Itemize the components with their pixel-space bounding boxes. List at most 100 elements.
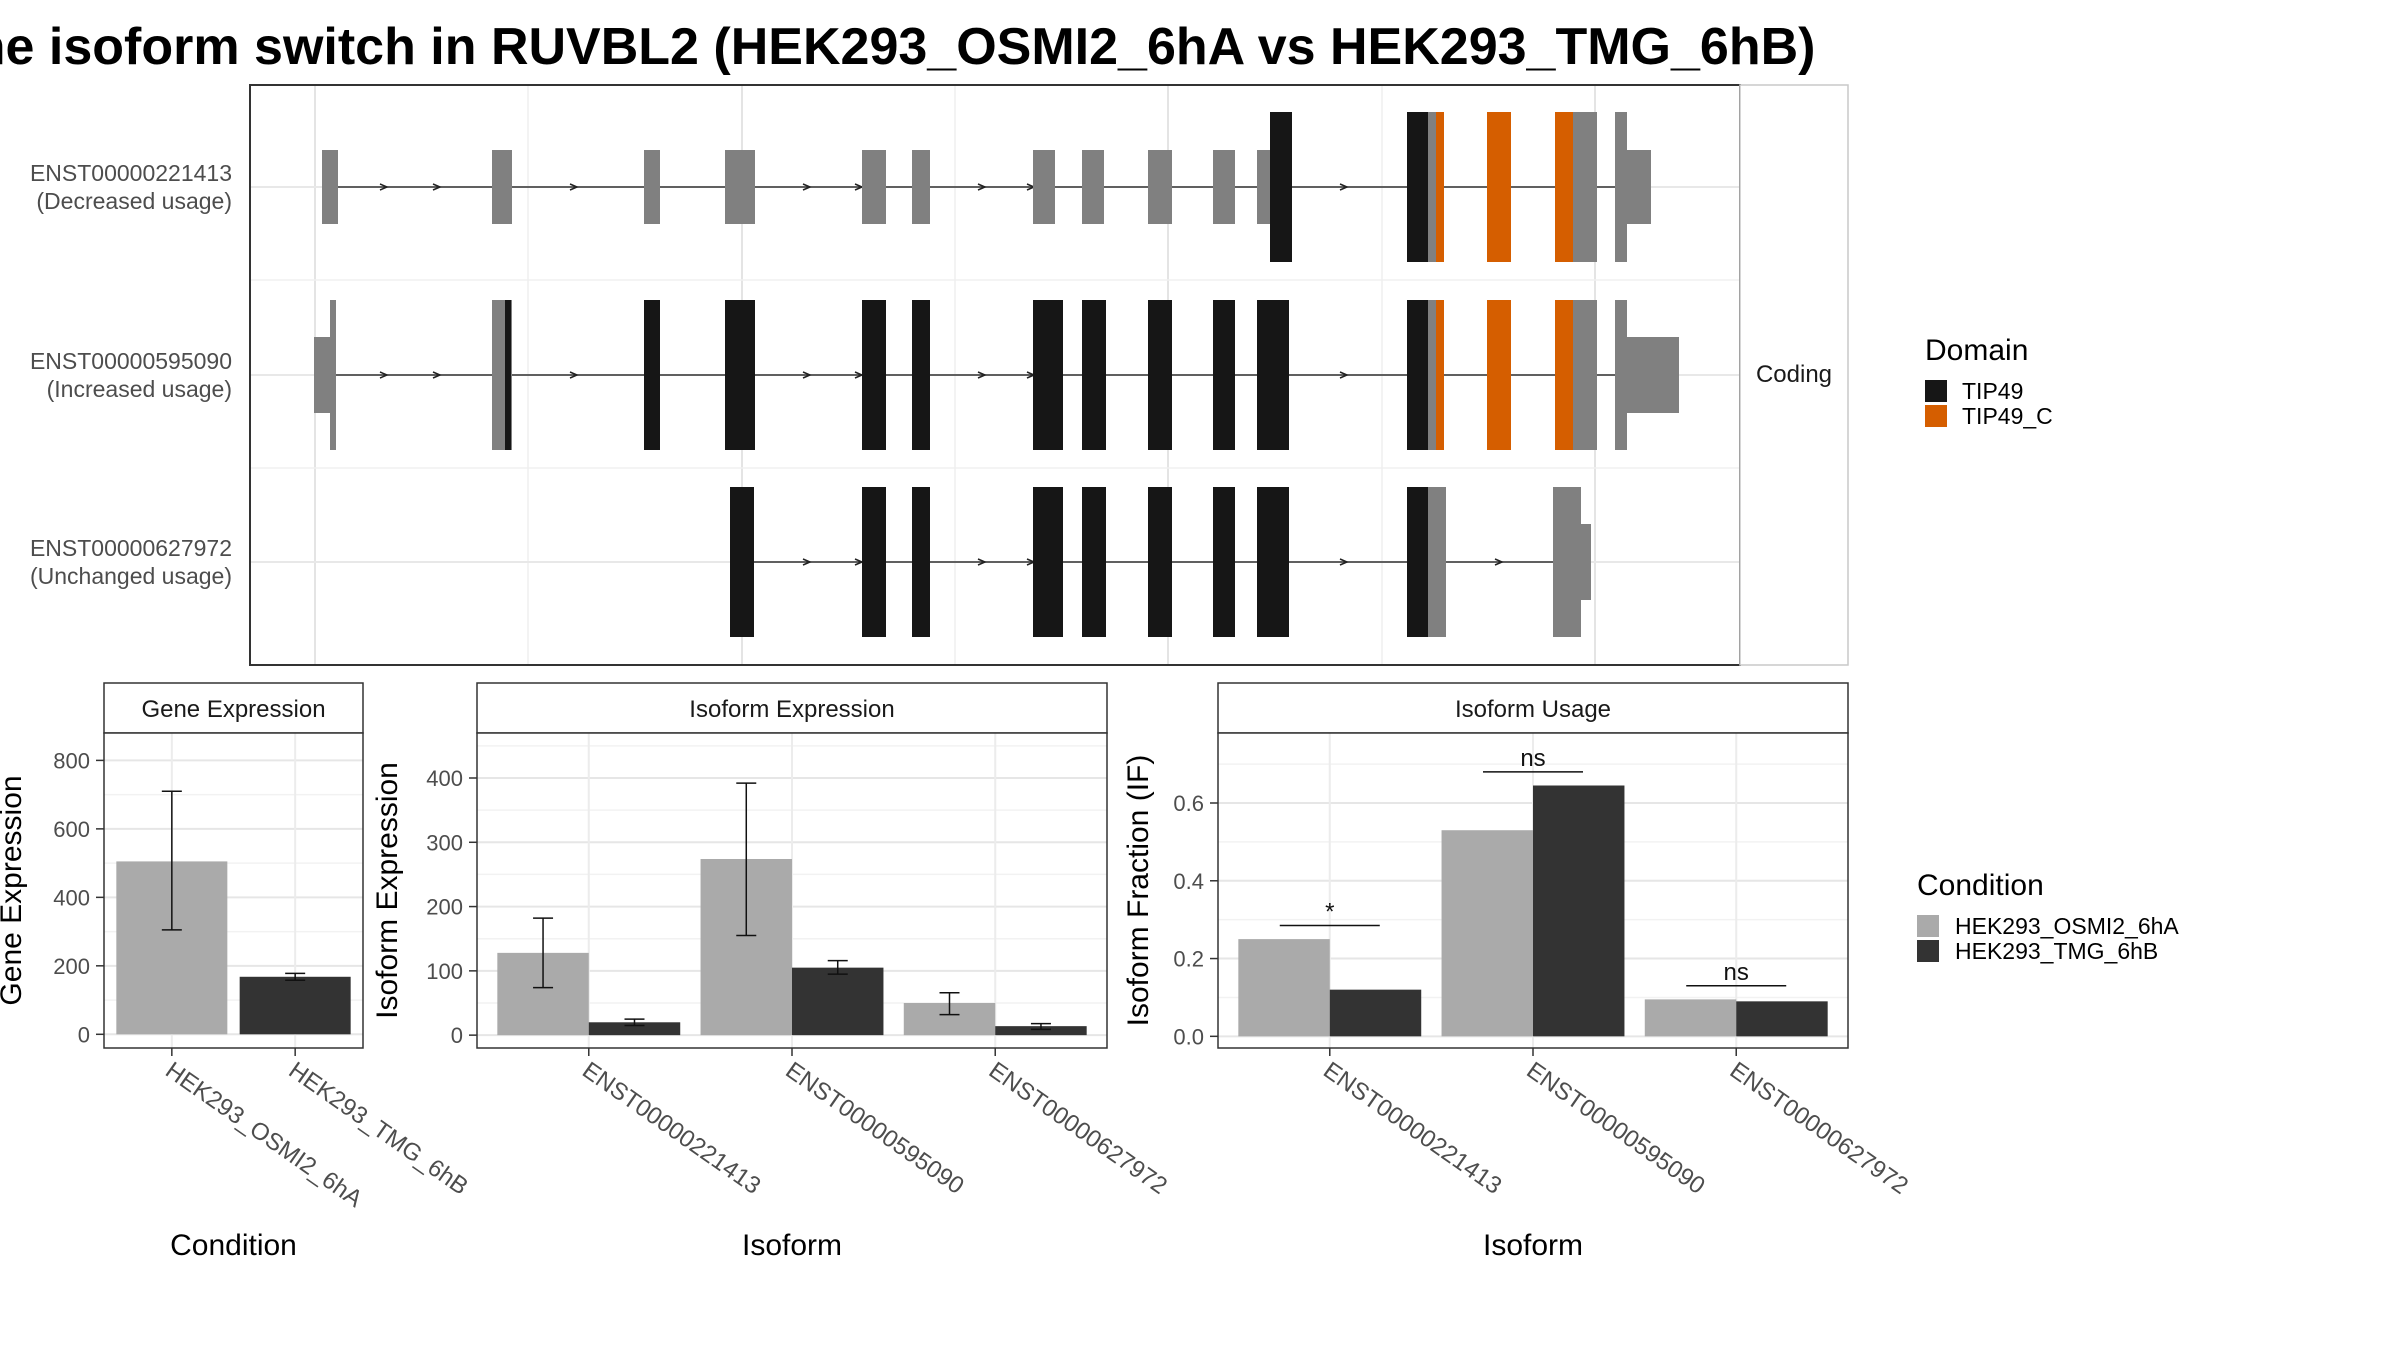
panel-strip-title: Isoform Expression (689, 696, 894, 723)
intron-direction-arrow (432, 183, 442, 191)
exon-tip49-domain (1148, 300, 1172, 450)
intron-direction-arrow (802, 371, 812, 379)
x-tick-label: ENST00000595090 (1522, 1057, 1710, 1200)
exon-tip49-c-domain (1487, 300, 1511, 450)
x-tick-label: ENST00000627972 (984, 1057, 1172, 1200)
intron-direction-arrow (569, 183, 579, 191)
exon-noncoding (1615, 300, 1627, 450)
exon-tip49-domain (1082, 300, 1106, 450)
exon-tip49-domain (1270, 112, 1292, 262)
exon-noncoding (330, 300, 336, 450)
exon-noncoding (1627, 150, 1651, 224)
exon-tip49-domain (862, 300, 886, 450)
y-tick-label: 600 (53, 817, 90, 842)
intron-direction-arrow (1339, 371, 1349, 379)
intron-direction-arrow (569, 371, 579, 379)
exon-tip49-domain (1033, 487, 1063, 637)
intron-direction-arrow (977, 183, 987, 191)
intron-direction-arrow (1339, 183, 1349, 191)
exon-tip49-domain (1213, 300, 1235, 450)
y-tick-label: 200 (426, 895, 463, 920)
x-axis-title: Isoform (742, 1229, 842, 1262)
structure-strip (1739, 84, 1849, 666)
domain-legend-title: Domain (1925, 334, 2028, 367)
intron-direction-arrow (977, 558, 987, 566)
exon-tip49-c-domain (1487, 112, 1511, 262)
exon-noncoding (314, 337, 332, 413)
exon-noncoding (1033, 150, 1055, 224)
y-tick-label: 100 (426, 959, 463, 984)
y-tick-label: 200 (53, 954, 90, 979)
exon-tip49-domain (1407, 112, 1429, 262)
panel-strip-title: Gene Expression (141, 696, 325, 723)
domain-legend-label: TIP49_C (1962, 403, 2053, 429)
transcript-usage-label: (Increased usage) (47, 376, 232, 402)
panel-strip (1217, 682, 1849, 734)
exon-tip49-domain (1148, 487, 1172, 637)
y-tick-label: 0.4 (1173, 869, 1204, 894)
exon-noncoding (862, 150, 886, 224)
x-tick-label: ENST00000221413 (577, 1057, 765, 1200)
intron-direction-arrow (977, 371, 987, 379)
y-axis-title: Isoform Expression (371, 762, 404, 1019)
y-tick-label: 0 (78, 1022, 90, 1047)
y-axis-title: Gene Expression (0, 775, 28, 1005)
exon-tip49-domain (912, 487, 930, 637)
exon-noncoding (1577, 524, 1591, 600)
exon-tip49-c-domain (1436, 300, 1444, 450)
chart-title: The isoform switch in RUVBL2 (HEK293_OSM… (0, 18, 1816, 76)
y-tick-label: 0.6 (1173, 791, 1204, 816)
x-tick-label: ENST00000595090 (781, 1057, 969, 1200)
panel-strip (103, 682, 364, 734)
exon-noncoding (1082, 150, 1104, 224)
exon-noncoding (1573, 112, 1597, 262)
transcript-usage-label: (Unchanged usage) (30, 563, 232, 589)
exon-noncoding (1615, 112, 1627, 262)
intron-direction-arrow (802, 558, 812, 566)
y-tick-label: 300 (426, 830, 463, 855)
bar (239, 976, 351, 1035)
exon-tip49-domain (1213, 487, 1235, 637)
exon-noncoding (644, 150, 660, 224)
panel-strip-title: Isoform Usage (1455, 696, 1611, 723)
exon-tip49-c-domain (1436, 112, 1444, 262)
intron-direction-arrow (802, 183, 812, 191)
y-tick-label: 400 (426, 766, 463, 791)
exon-noncoding (725, 150, 755, 224)
exon-noncoding (322, 150, 338, 224)
bar (1441, 830, 1533, 1037)
y-axis-title: Isoform Fraction (IF) (1122, 755, 1155, 1027)
x-tick-label: ENST00000627972 (1725, 1057, 1913, 1200)
y-tick-label: 0.2 (1173, 947, 1204, 972)
domain-legend-swatch (1925, 380, 1947, 402)
exon-tip49-domain (730, 487, 754, 637)
exon-tip49-domain (862, 487, 886, 637)
panel-strip (476, 682, 1108, 734)
exon-tip49-domain (644, 300, 660, 450)
significance-label: ns (1520, 745, 1545, 772)
exon-tip49-c-domain (1555, 300, 1573, 450)
transcript-id-label: ENST00000627972 (30, 535, 232, 561)
bar (1533, 785, 1625, 1037)
bar (1238, 939, 1330, 1037)
exon-tip49-domain (1257, 487, 1289, 637)
bar (995, 1026, 1087, 1036)
transcript-usage-label: (Decreased usage) (36, 188, 232, 214)
intron-direction-arrow (432, 371, 442, 379)
exon-tip49-domain (725, 300, 755, 450)
condition-legend-title: Condition (1917, 869, 2044, 902)
exon-noncoding (912, 150, 930, 224)
exon-tip49-domain (1082, 487, 1106, 637)
y-tick-label: 0 (451, 1023, 463, 1048)
intron-direction-arrow (379, 371, 389, 379)
transcript-id-label: ENST00000221413 (30, 160, 232, 186)
exon-tip49-domain (1257, 300, 1289, 450)
bar (1644, 999, 1737, 1037)
domain-legend-swatch (1925, 405, 1947, 427)
y-tick-label: 0.0 (1173, 1024, 1204, 1049)
exon-noncoding (1627, 337, 1679, 413)
structure-strip-label: Coding (1756, 361, 1832, 388)
exon-noncoding (1428, 487, 1446, 637)
condition-legend-label: HEK293_OSMI2_6hA (1955, 913, 2179, 939)
